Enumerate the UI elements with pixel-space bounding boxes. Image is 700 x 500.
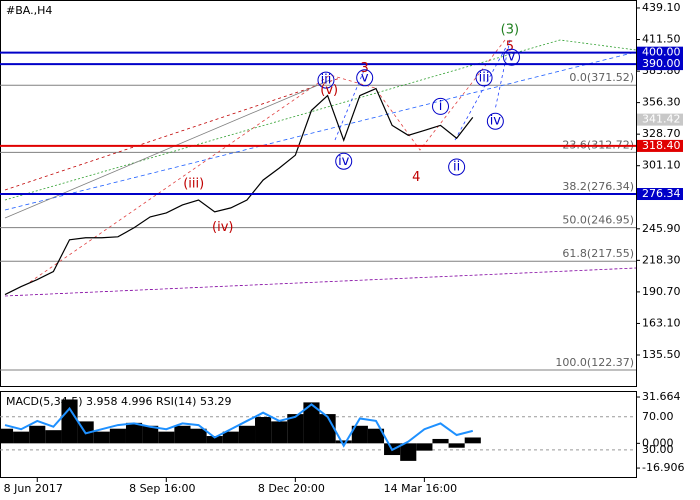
wave-label: i xyxy=(439,99,443,114)
wave-label: iii xyxy=(479,70,490,85)
macd-bar xyxy=(287,414,304,444)
level-tag xyxy=(637,58,683,71)
macd-bar xyxy=(174,425,191,444)
rsi-tick-label: 30.00 xyxy=(642,443,674,456)
trend-line xyxy=(29,39,506,283)
macd-bar xyxy=(13,431,30,444)
macd-bar xyxy=(109,428,126,444)
macd-bar xyxy=(335,440,352,444)
trend-line xyxy=(4,77,341,191)
wave-circle xyxy=(356,69,374,87)
wave-label: 5 xyxy=(506,39,514,54)
macd-bar xyxy=(351,425,368,444)
fib-label: 61.8(217.55) xyxy=(562,247,634,260)
x-tick-label: 8 Jun 2017 xyxy=(4,482,63,495)
wave-circle xyxy=(486,112,504,130)
y-tick-label: 439.10 xyxy=(642,1,681,14)
level-tag xyxy=(637,139,683,152)
fib-label: 38.2(276.34) xyxy=(562,180,634,193)
macd-bar xyxy=(400,443,417,461)
y-tick-label: 411.50 xyxy=(642,33,681,46)
wave-label: v xyxy=(508,50,516,65)
trend-line xyxy=(4,267,637,297)
macd-bar xyxy=(125,422,143,444)
last-price-label: 341.42 xyxy=(642,113,681,126)
y-tick-label: 190.70 xyxy=(642,285,681,298)
wave-label: (iii) xyxy=(183,177,204,192)
trend-line xyxy=(4,51,637,211)
wave-label: ii xyxy=(453,159,460,174)
x-tick-label: 8 Sep 16:00 xyxy=(129,482,195,495)
wave-label: (v) xyxy=(320,83,338,98)
macd-bar xyxy=(432,438,449,444)
macd-bar xyxy=(93,431,110,444)
level-tag xyxy=(637,188,683,201)
macd-bar xyxy=(448,443,465,448)
x-tick-label: 14 Mar 16:00 xyxy=(384,482,457,495)
wave-circle xyxy=(448,158,466,176)
wave-circle xyxy=(317,71,335,89)
level-tag xyxy=(637,46,683,59)
macd-bar xyxy=(367,428,385,444)
fib-label: 0.0(371.52) xyxy=(569,71,634,84)
x-tick-label: 8 Dec 20:00 xyxy=(258,482,325,495)
macd-bar xyxy=(0,428,14,444)
trend-line xyxy=(334,39,511,141)
macd-bar xyxy=(238,425,256,444)
macd-bar xyxy=(45,430,62,444)
chart-title: #BA.,H4 xyxy=(6,4,52,17)
macd-tick-label: 31.664 xyxy=(642,390,681,403)
macd-bar xyxy=(464,437,481,444)
level-label: 318.40 xyxy=(642,139,681,152)
y-tick-label: 218.30 xyxy=(642,253,681,266)
level-label: 390.00 xyxy=(642,57,681,70)
macd-bar xyxy=(319,414,336,444)
macd-bar xyxy=(255,417,272,444)
macd-bar xyxy=(222,431,239,444)
wave-label: (iv) xyxy=(212,220,233,235)
macd-bar xyxy=(303,402,320,444)
wave-circle xyxy=(502,48,520,66)
macd-tick-label: 0.000 xyxy=(642,436,674,449)
level-label: 400.00 xyxy=(642,46,681,59)
wave-label: (3) xyxy=(501,22,519,37)
fib-label: 23.6(312.72) xyxy=(562,138,634,151)
y-tick-label: 163.10 xyxy=(642,316,681,329)
macd-bar xyxy=(190,428,207,444)
macd-bar xyxy=(206,436,223,444)
wave-label: 4 xyxy=(412,170,420,185)
indicator-title: MACD(5,34,5) 3.958 4.996 RSI(14) 53.29 xyxy=(6,395,231,408)
wave-circle xyxy=(432,97,450,115)
fib-label: 50.0(246.95) xyxy=(562,214,634,227)
macd-tick-label: -16.906 xyxy=(642,461,684,474)
macd-bar xyxy=(416,443,433,451)
wave-circle xyxy=(335,152,353,170)
y-tick-label: 245.90 xyxy=(642,222,681,235)
rsi-tick-label: 70.00 xyxy=(642,410,674,423)
macd-bar xyxy=(158,431,175,444)
wave-label: iv xyxy=(338,154,350,169)
wave-label: 3 xyxy=(361,61,369,76)
y-tick-label: 356.30 xyxy=(642,96,681,109)
macd-bar xyxy=(29,425,46,444)
wave-label: iv xyxy=(490,114,502,129)
y-tick-label: 328.70 xyxy=(642,127,681,140)
wave-circle xyxy=(475,69,493,87)
level-label: 276.34 xyxy=(642,187,681,200)
wave-label: iii xyxy=(321,73,332,88)
y-tick-label: 301.10 xyxy=(642,159,681,172)
rsi-line xyxy=(4,403,474,452)
y-tick-label: 135.50 xyxy=(642,348,681,361)
price-line xyxy=(4,87,474,296)
last-price-tag xyxy=(637,113,683,126)
macd-bar xyxy=(61,399,78,444)
wave-label: v xyxy=(361,70,369,85)
macd-bar xyxy=(142,425,159,444)
macd-bar xyxy=(271,421,288,444)
fib-label: 100.0(122.37) xyxy=(555,356,634,369)
